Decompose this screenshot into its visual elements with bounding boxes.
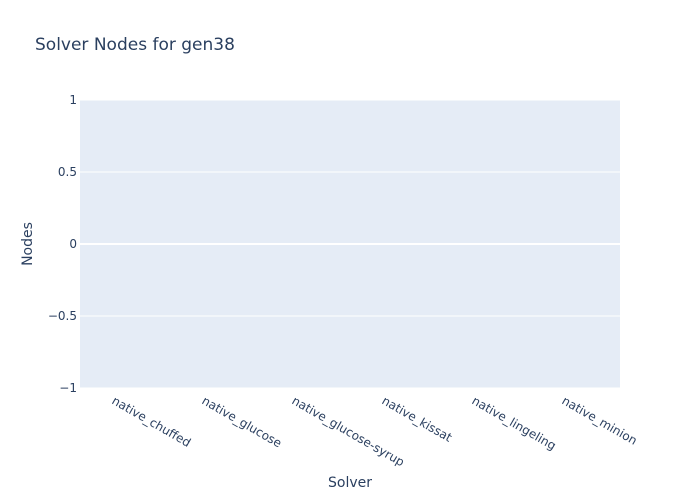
y-axis-title: Nodes xyxy=(20,222,36,266)
x-tick-label: native_kissat xyxy=(380,393,455,444)
x-tick-label: native_glucose xyxy=(200,393,285,450)
x-axis-ticks: native_chuffed native_glucose native_gluco… xyxy=(110,393,640,469)
gridlines xyxy=(80,99,620,389)
x-tick-label: native_lingeling xyxy=(470,393,559,452)
y-tick-label: 1 xyxy=(69,93,77,107)
y-tick-label: −0.5 xyxy=(48,309,77,323)
chart-title: Solver Nodes for gen38 xyxy=(35,35,235,55)
x-tick-label: native_minion xyxy=(560,393,640,447)
x-tick-label: native_chuffed xyxy=(110,393,194,449)
y-tick-label: 0 xyxy=(69,237,77,251)
y-tick-label: 0.5 xyxy=(58,165,77,179)
y-axis-ticks: −1 −0.5 0 0.5 1 xyxy=(48,93,77,395)
x-axis-title: Solver xyxy=(328,475,372,491)
y-tick-label: −1 xyxy=(59,381,77,395)
